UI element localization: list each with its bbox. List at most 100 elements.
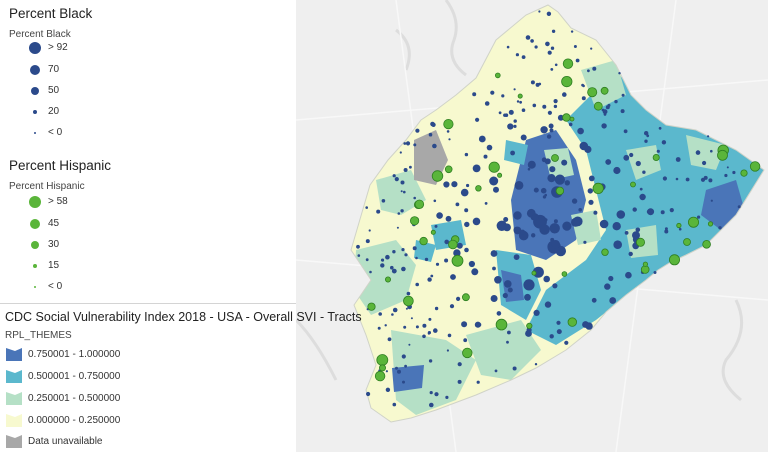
svi-swatch	[6, 370, 22, 383]
svi-swatch	[6, 392, 22, 405]
black-dot	[556, 329, 562, 335]
black-dot	[357, 254, 361, 257]
black-dot	[427, 332, 431, 335]
black-dot	[430, 274, 434, 278]
black-dot	[523, 279, 535, 291]
black-dot	[632, 207, 637, 212]
black-dot	[614, 99, 618, 104]
black-dot	[466, 183, 470, 188]
black-dot	[397, 369, 401, 374]
black-dot	[392, 174, 396, 178]
black-dot	[564, 340, 569, 345]
legend-black-item: 50	[0, 81, 290, 101]
basemap-water	[296, 0, 744, 402]
black-dot	[415, 128, 420, 133]
black-dot	[605, 159, 612, 165]
black-dot-symbol	[31, 87, 39, 95]
black-dot	[542, 104, 547, 109]
black-dot	[507, 287, 513, 293]
black-dot	[520, 134, 527, 141]
hispanic-dot	[495, 318, 508, 331]
black-dot	[629, 152, 634, 158]
black-dot	[530, 39, 534, 43]
black-dot	[484, 101, 490, 106]
dot-density-layer[interactable]	[356, 10, 761, 408]
black-dot	[546, 11, 552, 16]
hispanic-dot	[488, 161, 500, 173]
black-dot	[410, 317, 413, 320]
map-legend: Percent Black Percent Black > 92 70 50 2…	[0, 0, 362, 452]
black-dot	[573, 45, 577, 48]
svi-swatch	[6, 414, 22, 427]
black-dot	[530, 80, 535, 85]
black-dot	[516, 100, 520, 103]
black-dot	[662, 176, 667, 181]
black-dot	[542, 195, 547, 199]
black-dot	[461, 321, 468, 328]
hispanic-dot	[497, 172, 503, 178]
black-dot	[533, 187, 539, 193]
hispanic-dot	[717, 149, 728, 161]
legend-svi-item: 0.250001 - 0.500000	[0, 389, 290, 409]
hispanic-dot	[461, 293, 470, 302]
black-dot	[708, 178, 713, 183]
black-dot	[539, 224, 550, 235]
black-dot	[553, 104, 558, 109]
black-dot	[404, 253, 408, 257]
legend-black-item: < 0	[0, 123, 290, 143]
black-dot	[625, 271, 632, 279]
black-dot	[556, 320, 561, 325]
black-dot	[623, 154, 630, 161]
hispanic-dot	[475, 185, 482, 192]
hispanic-dot	[668, 254, 680, 266]
black-dot	[403, 142, 407, 145]
black-dot	[540, 126, 548, 134]
black-dot	[607, 103, 611, 107]
black-dot	[540, 187, 547, 194]
black-dot	[548, 123, 554, 129]
black-dot	[443, 181, 450, 188]
black-dot	[378, 312, 382, 316]
black-dot	[400, 180, 405, 185]
black-dot	[365, 239, 370, 244]
black-dot	[534, 45, 538, 49]
hispanic-dot	[561, 271, 568, 277]
black-dot	[547, 174, 556, 183]
map-view[interactable]	[296, 0, 768, 452]
black-dot	[493, 186, 499, 193]
black-dot	[726, 166, 729, 169]
black-dot	[553, 219, 558, 224]
hispanic-dot	[749, 161, 761, 172]
black-dot	[547, 50, 552, 55]
black-dot	[447, 333, 452, 338]
black-dot	[396, 226, 399, 229]
hispanic-dot	[740, 169, 748, 177]
black-dot	[413, 196, 416, 200]
black-dot	[618, 72, 621, 75]
black-dot	[544, 301, 552, 308]
black-dot	[570, 30, 574, 33]
black-dot-symbol	[34, 132, 36, 134]
black-dot	[571, 217, 580, 227]
black-dot	[464, 152, 469, 157]
black-dot	[510, 150, 515, 156]
black-dot	[377, 326, 381, 330]
hispanic-dot	[444, 165, 453, 174]
hispanic-dot	[374, 370, 386, 382]
black-dot	[635, 227, 641, 233]
black-dot	[608, 275, 614, 282]
hispanic-dot	[593, 101, 603, 111]
map-canvas[interactable]	[296, 0, 768, 452]
black-dot	[613, 240, 622, 249]
hispanic-dot-symbol	[34, 286, 36, 288]
black-dot-symbol	[29, 42, 41, 54]
black-dot	[557, 114, 564, 121]
black-dot	[457, 379, 462, 384]
black-dot	[551, 29, 556, 33]
black-dot	[403, 325, 407, 329]
hispanic-dot	[414, 199, 425, 210]
black-dot	[660, 210, 665, 215]
legend-black-item: > 92	[0, 38, 290, 58]
svi-title: CDC Social Vulnerability Index 2018 - US…	[5, 310, 362, 324]
black-dot	[434, 306, 439, 311]
